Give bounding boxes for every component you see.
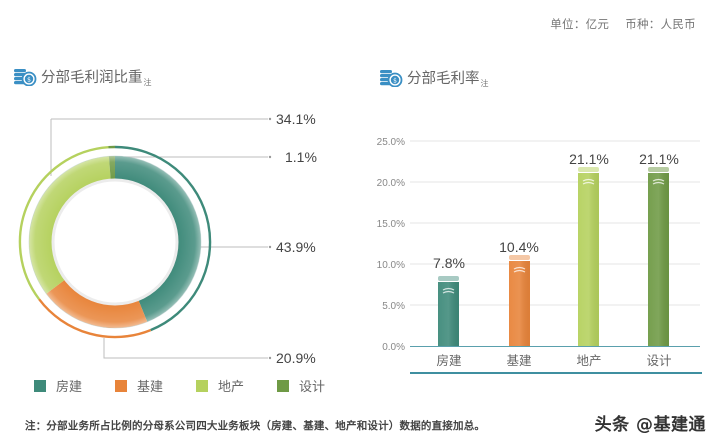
legend-label-sheji: 设计 bbox=[299, 380, 326, 395]
bar-chart-title: $ 分部毛利率 注 bbox=[379, 67, 489, 88]
bar-sheji bbox=[648, 167, 669, 346]
watermark: 头条 @基建通 bbox=[594, 415, 706, 435]
donut-label-sheji: 1.1% bbox=[285, 149, 317, 165]
xtick-jijian: 基建 bbox=[506, 353, 532, 368]
donut-legend: 房建 基建 地产 设计 bbox=[34, 376, 358, 395]
legend-item-dichan: 地产 bbox=[196, 376, 244, 395]
bar-jijian bbox=[509, 255, 530, 346]
legend-swatch-jijian bbox=[115, 379, 128, 392]
legend-item-fangjian: 房建 bbox=[34, 376, 82, 395]
legend-label-dichan: 地产 bbox=[218, 380, 245, 395]
legend-label-jijian: 基建 bbox=[137, 380, 164, 395]
donut-label-dichan: 34.1% bbox=[276, 111, 316, 127]
coins-icon: $ bbox=[14, 68, 37, 86]
currency-label: 币种：人民币 bbox=[625, 17, 696, 31]
donut-chart-title: $ 分部毛利润比重 注 bbox=[13, 66, 152, 87]
donut-chart: 34.1% 1.1% 43.9% 20.9% bbox=[18, 111, 317, 366]
legend-label-fangjian: 房建 bbox=[56, 380, 83, 395]
donut-title-note: 注 bbox=[143, 78, 152, 87]
bar-value-fangjian: 7.8% bbox=[433, 255, 465, 271]
bar-value-jijian: 10.4% bbox=[499, 239, 539, 255]
donut-label-fangjian: 43.9% bbox=[276, 239, 316, 255]
coins-icon: $ bbox=[380, 69, 403, 87]
ytick-20: 20.0% bbox=[377, 178, 405, 189]
ytick-15: 15.0% bbox=[377, 219, 405, 230]
bar-chart: 25.0% 20.0% 15.0% 10.0% 5.0% 0.0% bbox=[377, 137, 702, 374]
bar-title-text: 分部毛利率 bbox=[407, 71, 480, 87]
svg-text:$: $ bbox=[27, 76, 31, 83]
legend-swatch-dichan bbox=[196, 379, 209, 392]
xtick-dichan: 地产 bbox=[576, 353, 601, 368]
bar-value-dichan: 21.1% bbox=[569, 151, 609, 167]
bar-value-sheji: 21.1% bbox=[639, 151, 679, 167]
legend-swatch-sheji bbox=[277, 379, 290, 392]
svg-text:$: $ bbox=[393, 77, 397, 84]
ytick-25: 25.0% bbox=[377, 137, 405, 148]
ytick-0: 0.0% bbox=[382, 342, 405, 353]
legend-item-sheji: 设计 bbox=[277, 376, 325, 395]
legend-item-jijian: 基建 bbox=[115, 376, 163, 395]
bar-dichan bbox=[578, 167, 599, 346]
xtick-sheji: 设计 bbox=[646, 353, 671, 368]
xtick-fangjian: 房建 bbox=[436, 353, 462, 368]
ytick-10: 10.0% bbox=[377, 260, 405, 271]
bar-title-note: 注 bbox=[480, 79, 489, 88]
unit-label: 单位：亿元 bbox=[550, 17, 610, 31]
bar-fangjian bbox=[438, 276, 459, 346]
unit-info: 单位：亿元 币种：人民币 bbox=[550, 16, 696, 32]
donut-title-text: 分部毛利润比重 bbox=[41, 70, 143, 86]
ytick-5: 5.0% bbox=[382, 301, 405, 312]
donut-label-jijian: 20.9% bbox=[276, 350, 316, 366]
legend-swatch-fangjian bbox=[34, 379, 46, 392]
footnote: 注：分部业务所占比例的分母系公司四大业务板块（房建、基建、地产和设计）数据的直接… bbox=[25, 420, 486, 432]
